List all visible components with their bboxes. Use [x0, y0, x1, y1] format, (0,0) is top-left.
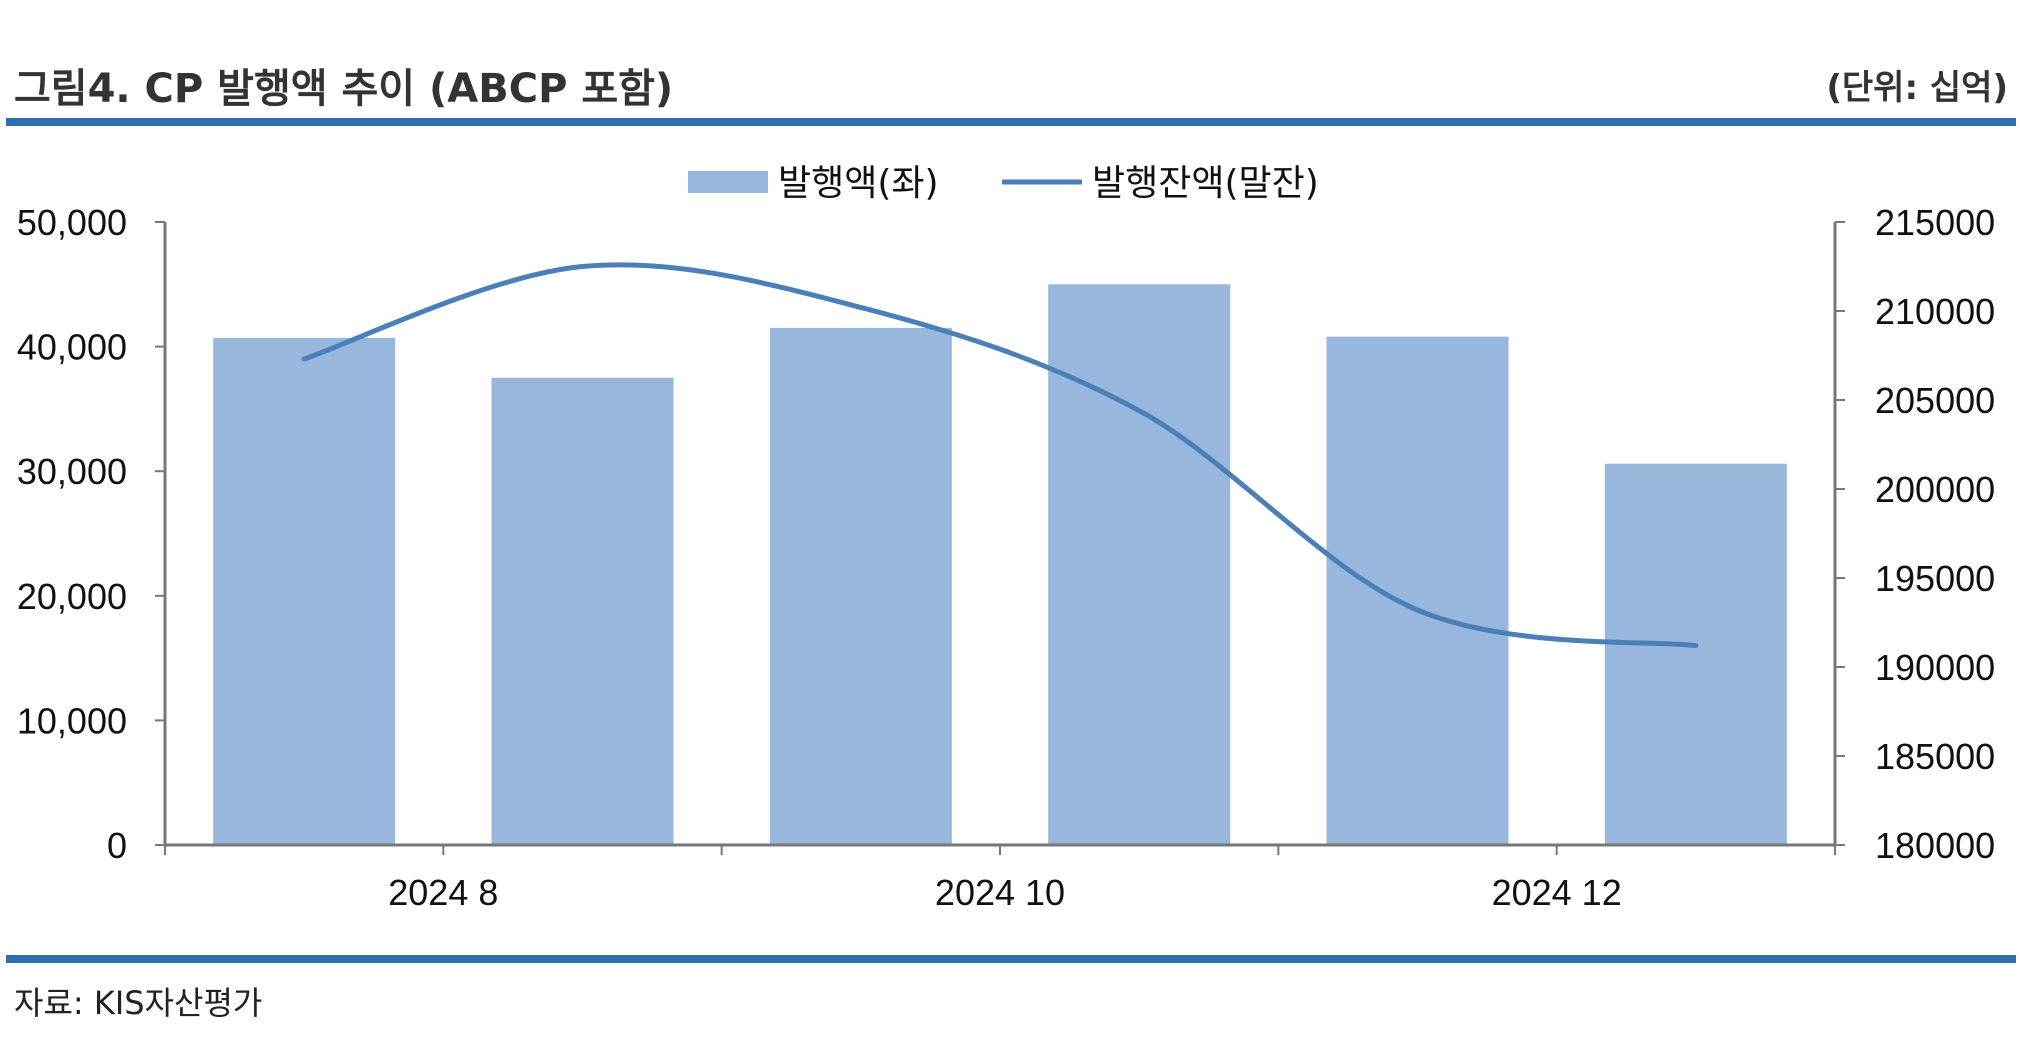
right-axis-tick-label: 215000 — [1875, 202, 1995, 243]
right-axis-tick-label: 200000 — [1875, 469, 1995, 510]
bar-2024-10 — [1048, 284, 1231, 845]
unit-label: (단위: 십억) — [1826, 68, 2008, 108]
left-axis-tick-label: 50,000 — [17, 202, 127, 243]
bottom-divider — [6, 955, 2016, 963]
x-axis-tick-label: 2024 8 — [388, 872, 498, 913]
right-axis-tick-label: 195000 — [1875, 558, 1995, 599]
x-axis-tick-label: 2024 10 — [935, 872, 1065, 913]
right-axis-tick-label: 185000 — [1875, 736, 1995, 777]
legend-bar-swatch — [688, 171, 768, 193]
legend-bar-label: 발행액(좌) — [778, 163, 939, 204]
source-note: 자료: KIS자산평가 — [14, 984, 263, 1022]
left-axis-tick-label: 40,000 — [17, 327, 127, 368]
left-axis-tick-label: 0 — [107, 825, 127, 866]
bar-2024-8 — [491, 377, 674, 845]
right-axis-tick-label: 210000 — [1875, 291, 1995, 332]
top-divider — [6, 118, 2016, 126]
line-series-balance — [301, 262, 1699, 649]
legend-line-label: 발행잔액(말잔) — [1092, 163, 1319, 204]
x-axis-tick-label: 2024 12 — [1492, 872, 1622, 913]
bar-2024-12 — [1604, 463, 1787, 845]
right-axis-tick-label: 205000 — [1875, 380, 1995, 421]
bar-2024-11 — [1326, 336, 1509, 845]
left-axis-tick-label: 10,000 — [17, 700, 127, 741]
bar-2024-7 — [213, 337, 396, 845]
bar-2024-9 — [769, 327, 952, 845]
chart-title: 그림4. CP 발행액 추이 (ABCP 포함) — [14, 66, 674, 112]
chart: 0 10,000 20,000 30,000 40,000 50,000 180000 185… — [17, 163, 1995, 913]
left-axis-tick-label: 20,000 — [17, 576, 127, 617]
right-axis-tick-label: 190000 — [1875, 647, 1995, 688]
header: 그림4. CP 발행액 추이 (ABCP 포함) (단위: 십억) — [0, 0, 2020, 120]
left-axis-tick-label: 30,000 — [17, 451, 127, 492]
right-axis-tick-label: 180000 — [1875, 825, 1995, 866]
